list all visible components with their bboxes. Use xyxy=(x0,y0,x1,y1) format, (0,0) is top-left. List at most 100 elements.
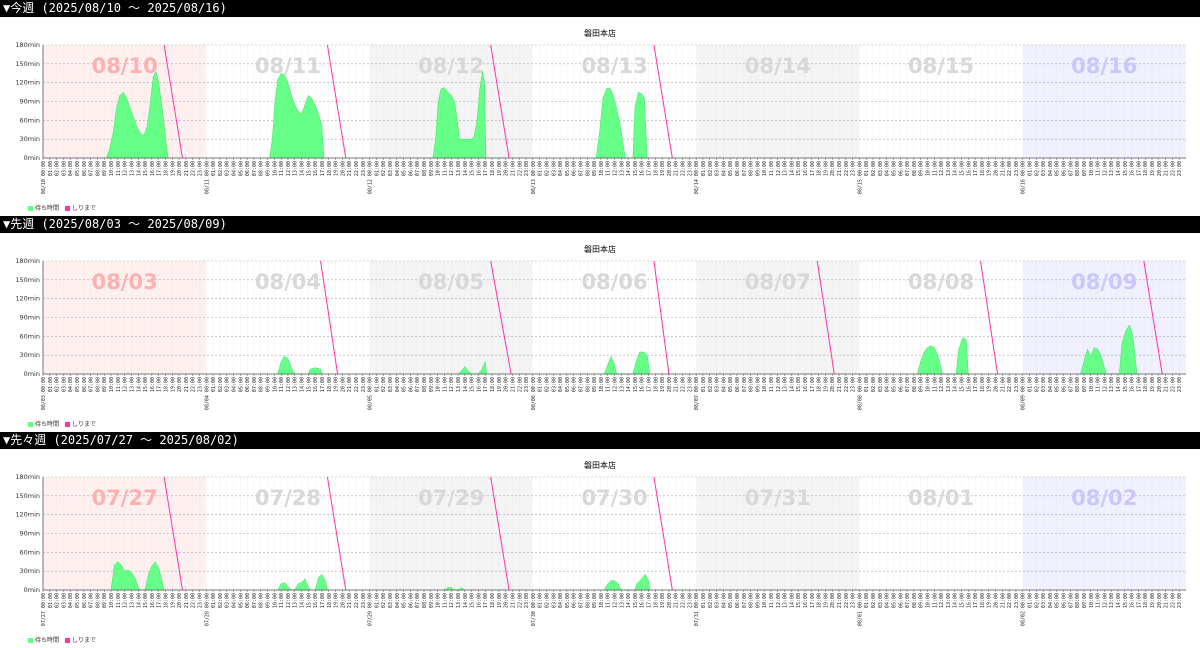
x-tick-label: 23:00 xyxy=(687,593,693,608)
x-tick-label: 08:00 xyxy=(422,593,428,608)
x-tick-label: 14:00 xyxy=(1116,593,1122,608)
x-tick-label: 10:00 xyxy=(436,593,442,608)
x-tick-label: 18:00 xyxy=(327,161,333,176)
x-tick-label: 12:00 xyxy=(286,161,292,176)
legend-until-label: しりまで xyxy=(72,421,97,428)
x-tick-label: 01:00 xyxy=(48,161,54,176)
x-tick-label: 07:00 xyxy=(742,593,748,608)
x-tick-label: 19:00 xyxy=(1150,377,1156,392)
x-tick-label: 17:00 xyxy=(483,161,489,176)
x-tick-label: 09:00 xyxy=(266,377,272,392)
x-tick-label: 20:00 xyxy=(994,593,1000,608)
x-tick-label: 23:00 xyxy=(851,161,857,176)
x-tick-label: 15:00 xyxy=(306,377,312,392)
x-tick-label: 08:00 xyxy=(912,377,918,392)
x-tick-label: 13:00 xyxy=(946,161,952,176)
x-tick-label: 03:00 xyxy=(225,593,231,608)
x-tick-label: 19:00 xyxy=(987,161,993,176)
x-tick-label: 01:00 xyxy=(701,593,707,608)
x-tick-label: 04:00 xyxy=(232,377,238,392)
x-tick-label: 23:00 xyxy=(361,161,367,176)
x-tick-label: 06:00 xyxy=(735,161,741,176)
x-tick-label: 08:00 xyxy=(912,593,918,608)
x-tick-label: 08/10 00:00 xyxy=(41,161,47,194)
x-tick-label: 01:00 xyxy=(211,593,217,608)
x-tick-label: 13:00 xyxy=(456,377,462,392)
x-tick-label: 18:00 xyxy=(817,593,823,608)
x-tick-label: 04:00 xyxy=(885,593,891,608)
x-tick-label: 14:00 xyxy=(953,161,959,176)
day-label: 07/31 xyxy=(745,486,811,510)
x-tick-label: 17:00 xyxy=(157,161,163,176)
x-tick-label: 07:00 xyxy=(742,161,748,176)
x-tick-label: 08:00 xyxy=(1075,377,1081,392)
week-panel-two-weeks-ago: ▼先々週 (2025/07/27 〜 2025/08/02) 磐田本店 0min… xyxy=(0,432,1200,648)
x-tick-label: 12:00 xyxy=(613,377,619,392)
x-tick-label: 06:00 xyxy=(898,593,904,608)
x-tick-label: 06:00 xyxy=(408,161,414,176)
x-tick-label: 02:00 xyxy=(1034,377,1040,392)
x-tick-label: 05:00 xyxy=(1055,161,1061,176)
x-tick-label: 04:00 xyxy=(395,377,401,392)
x-tick-label: 15:00 xyxy=(470,593,476,608)
x-tick-label: 09:00 xyxy=(755,593,761,608)
legend-until: しりまで xyxy=(65,419,96,428)
x-tick-label: 01:00 xyxy=(48,593,54,608)
x-tick-label: 22:00 xyxy=(354,161,360,176)
x-tick-label: 10:00 xyxy=(1089,161,1095,176)
x-tick-label: 18:00 xyxy=(163,377,169,392)
x-tick-label: 03:00 xyxy=(878,593,884,608)
y-tick-label: 30min xyxy=(19,351,40,359)
wait-time-area xyxy=(110,561,165,591)
x-tick-label: 22:00 xyxy=(1170,593,1176,608)
y-tick-label: 150min xyxy=(15,276,40,284)
x-tick-label: 20:00 xyxy=(1157,593,1163,608)
x-tick-label: 23:00 xyxy=(687,377,693,392)
week-panel-last-week: ▼先週 (2025/08/03 〜 2025/08/09) 磐田本店 0min 3… xyxy=(0,216,1200,432)
x-tick-label: 02:00 xyxy=(871,377,877,392)
legend-until-swatch xyxy=(65,206,71,211)
x-tick-label: 10:00 xyxy=(599,593,605,608)
x-tick-label: 16:00 xyxy=(803,377,809,392)
x-tick-label: 14:00 xyxy=(136,377,142,392)
x-tick-label: 23:00 xyxy=(687,161,693,176)
x-tick-label: 15:00 xyxy=(306,593,312,608)
x-tick-label: 03:00 xyxy=(715,593,721,608)
legend-wait-swatch xyxy=(28,206,33,211)
x-tick-label: 16:00 xyxy=(476,377,482,392)
until-line xyxy=(653,476,673,591)
x-tick-label: 01:00 xyxy=(701,161,707,176)
x-tick-label: 08/07 00:00 xyxy=(694,377,700,410)
x-tick-label: 13:00 xyxy=(783,161,789,176)
x-tick-label: 15:00 xyxy=(633,161,639,176)
x-tick-label: 07:00 xyxy=(89,593,95,608)
x-tick-label: 22:00 xyxy=(844,161,850,176)
x-tick-label: 18:00 xyxy=(653,377,659,392)
x-tick-label: 11:00 xyxy=(279,161,285,176)
x-tick-label: 12:00 xyxy=(613,161,619,176)
x-tick-label: 07:00 xyxy=(252,161,258,176)
x-tick-label: 08/03 00:00 xyxy=(41,377,47,410)
x-tick-label: 06:00 xyxy=(572,377,578,392)
x-tick-label: 08:00 xyxy=(912,161,918,176)
x-tick-label: 06:00 xyxy=(82,377,88,392)
x-tick-label: 01:00 xyxy=(864,377,870,392)
x-tick-label: 11:00 xyxy=(1096,377,1102,392)
legend-wait-swatch xyxy=(28,422,33,427)
day-label: 08/15 xyxy=(908,54,974,78)
x-tick-label: 08/08 00:00 xyxy=(857,377,863,410)
x-tick-label: 20:00 xyxy=(177,161,183,176)
x-tick-label: 17:00 xyxy=(810,377,816,392)
day-label: 08/11 xyxy=(255,54,321,78)
x-tick-label: 11:00 xyxy=(769,161,775,176)
x-tick-label: 16:00 xyxy=(1130,161,1136,176)
x-tick-label: 21:00 xyxy=(837,161,843,176)
x-tick-label: 21:00 xyxy=(674,377,680,392)
x-tick-label: 09:00 xyxy=(919,161,925,176)
x-tick-label: 01:00 xyxy=(538,593,544,608)
x-tick-label: 11:00 xyxy=(116,593,122,608)
x-tick-label: 22:00 xyxy=(681,593,687,608)
x-tick-label: 01:00 xyxy=(538,377,544,392)
x-tick-label: 01:00 xyxy=(701,377,707,392)
day-label: 08/07 xyxy=(745,270,811,294)
